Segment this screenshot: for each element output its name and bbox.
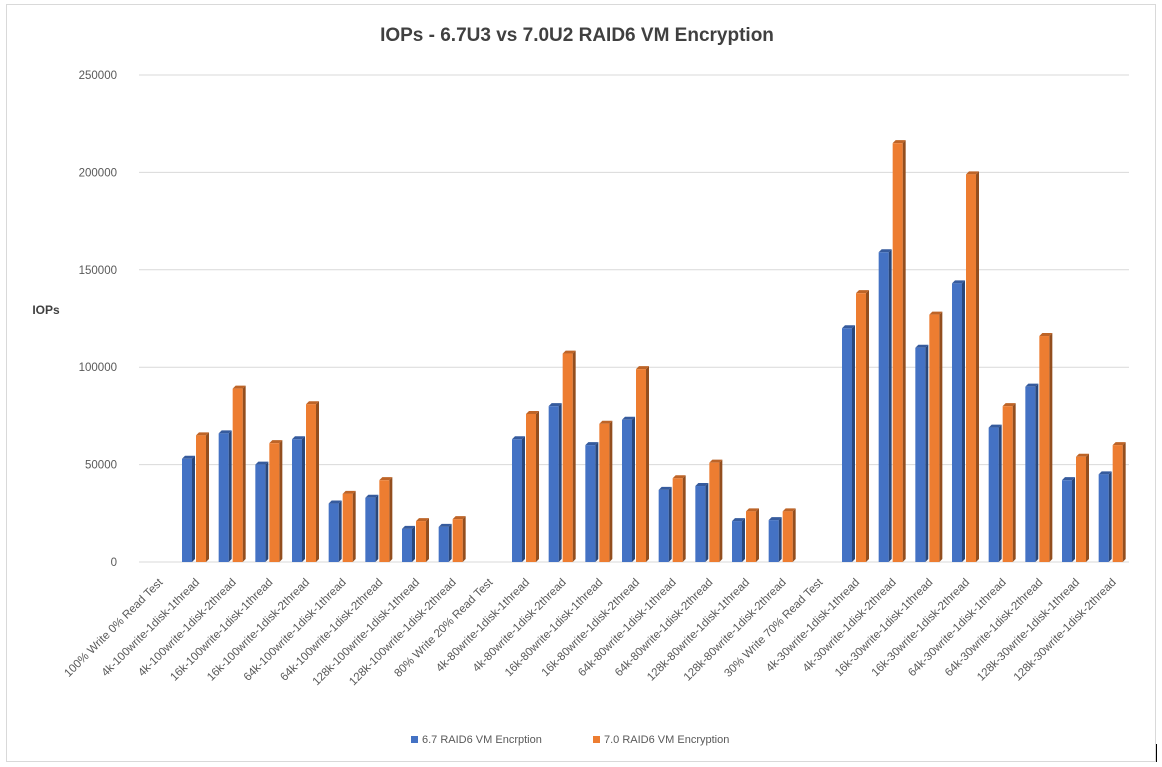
y-axis-ticks: 0 50000 100000 150000 200000 250000: [79, 70, 117, 569]
bar-series-67: [952, 280, 965, 562]
bar-series-67: [218, 430, 232, 562]
bar-series-70: [379, 477, 393, 562]
bar-series-70: [342, 490, 356, 562]
bar-series-70: [746, 508, 759, 562]
bar-series-67: [1025, 383, 1039, 562]
bar-series-70: [636, 366, 649, 562]
bar-series-67: [768, 517, 782, 562]
y-axis-label: IOPs: [32, 303, 60, 317]
bar-series-67: [512, 436, 525, 562]
bar-series-70: [782, 508, 796, 562]
bar-series-67: [585, 442, 599, 562]
y-tick-label: 0: [111, 557, 117, 569]
bar-series-67: [402, 525, 415, 562]
bar-series-67: [1098, 471, 1112, 562]
bar-series-70: [306, 401, 319, 562]
chart-title: IOPs - 6.7U3 vs 7.0U2 RAID6 VM Encryptio…: [380, 25, 774, 46]
bar-series-70: [1076, 453, 1089, 562]
bar-series-70: [1112, 442, 1126, 562]
bar-series-67: [182, 455, 195, 562]
bar-series-70: [929, 311, 943, 562]
bar-series-70: [196, 432, 209, 562]
bar-series-70: [709, 459, 723, 562]
bar-series-70: [269, 440, 283, 562]
bar-series-67: [255, 461, 269, 562]
bar-series-67: [622, 416, 635, 562]
legend-swatch: [411, 736, 418, 743]
bar-series-70: [1002, 403, 1016, 562]
x-axis-ticks: 100% Write 0% Read Test4k-100write-1disk…: [62, 576, 1118, 688]
text-cursor: [1156, 744, 1157, 762]
bar-series-70: [562, 350, 576, 562]
bar-series-67: [1062, 477, 1075, 562]
bar-series-67: [658, 486, 672, 562]
bar-series-67: [328, 500, 342, 562]
bar-series-70: [892, 140, 906, 562]
bar-series-67: [548, 403, 562, 562]
y-tick-label: 50000: [85, 460, 117, 472]
bar-series-70: [966, 171, 979, 562]
bar-series-70: [599, 420, 613, 562]
bar-series-70: [1039, 333, 1053, 562]
y-tick-label: 250000: [79, 70, 117, 82]
legend-swatch: [593, 736, 600, 743]
bar-series-67: [878, 249, 892, 562]
bar-series-70: [452, 516, 466, 562]
bar-series-67: [292, 436, 305, 562]
bar-series-67: [842, 325, 855, 562]
bar-series-67: [732, 518, 745, 562]
y-tick-label: 150000: [79, 265, 117, 277]
bar-series-70: [672, 475, 686, 562]
y-tick-label: 200000: [79, 167, 117, 179]
legend-item: 7.0 RAID6 VM Encryption: [593, 734, 729, 746]
bar-series-67: [915, 344, 929, 562]
bar-series-67: [438, 523, 452, 562]
legend-label: 6.7 RAID6 VM Encrption: [422, 734, 542, 746]
legend-item: 6.7 RAID6 VM Encrption: [411, 734, 542, 746]
legend: 6.7 RAID6 VM Encrption 7.0 RAID6 VM Encry…: [411, 734, 729, 746]
bar-chart: IOPs - 6.7U3 vs 7.0U2 RAID6 VM Encryptio…: [32, 25, 1129, 746]
bar-series-67: [365, 494, 379, 562]
legend-label: 7.0 RAID6 VM Encryption: [604, 734, 729, 746]
bars: [182, 140, 1126, 562]
bar-series-67: [988, 424, 1002, 562]
bar-series-70: [526, 410, 539, 562]
bar-series-70: [232, 385, 246, 562]
bar-series-70: [416, 518, 429, 562]
y-tick-label: 100000: [79, 362, 117, 374]
bar-series-70: [856, 290, 869, 562]
bar-series-67: [695, 483, 709, 562]
chart-container: IOPs - 6.7U3 vs 7.0U2 RAID6 VM Encryptio…: [6, 4, 1156, 762]
